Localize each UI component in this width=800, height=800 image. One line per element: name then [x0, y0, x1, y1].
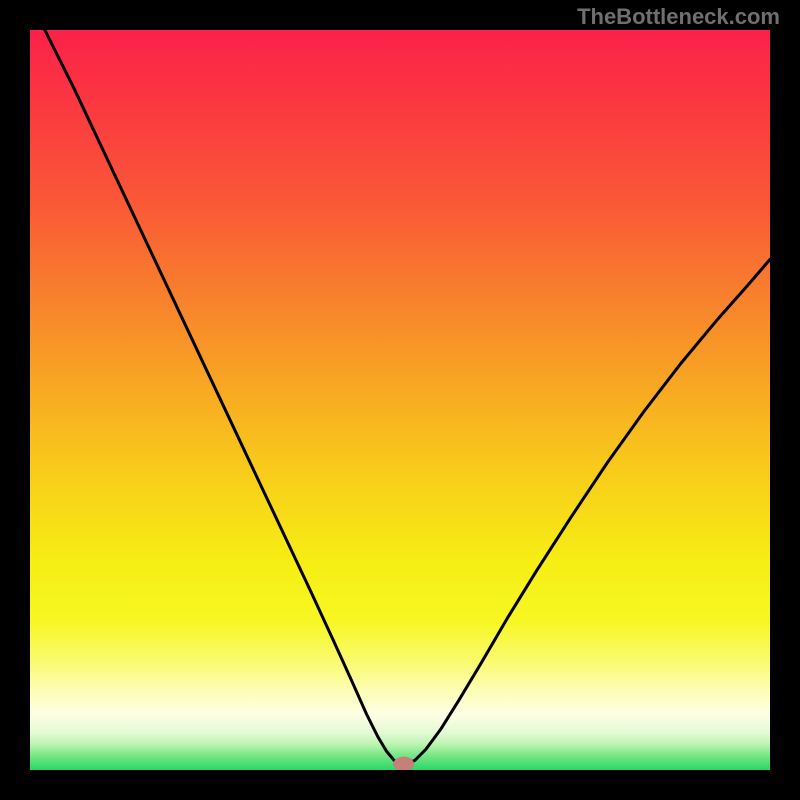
- watermark-text: TheBottleneck.com: [577, 4, 780, 30]
- chart-svg: [30, 30, 770, 770]
- bottleneck-chart: [30, 30, 770, 770]
- chart-background: [30, 30, 770, 770]
